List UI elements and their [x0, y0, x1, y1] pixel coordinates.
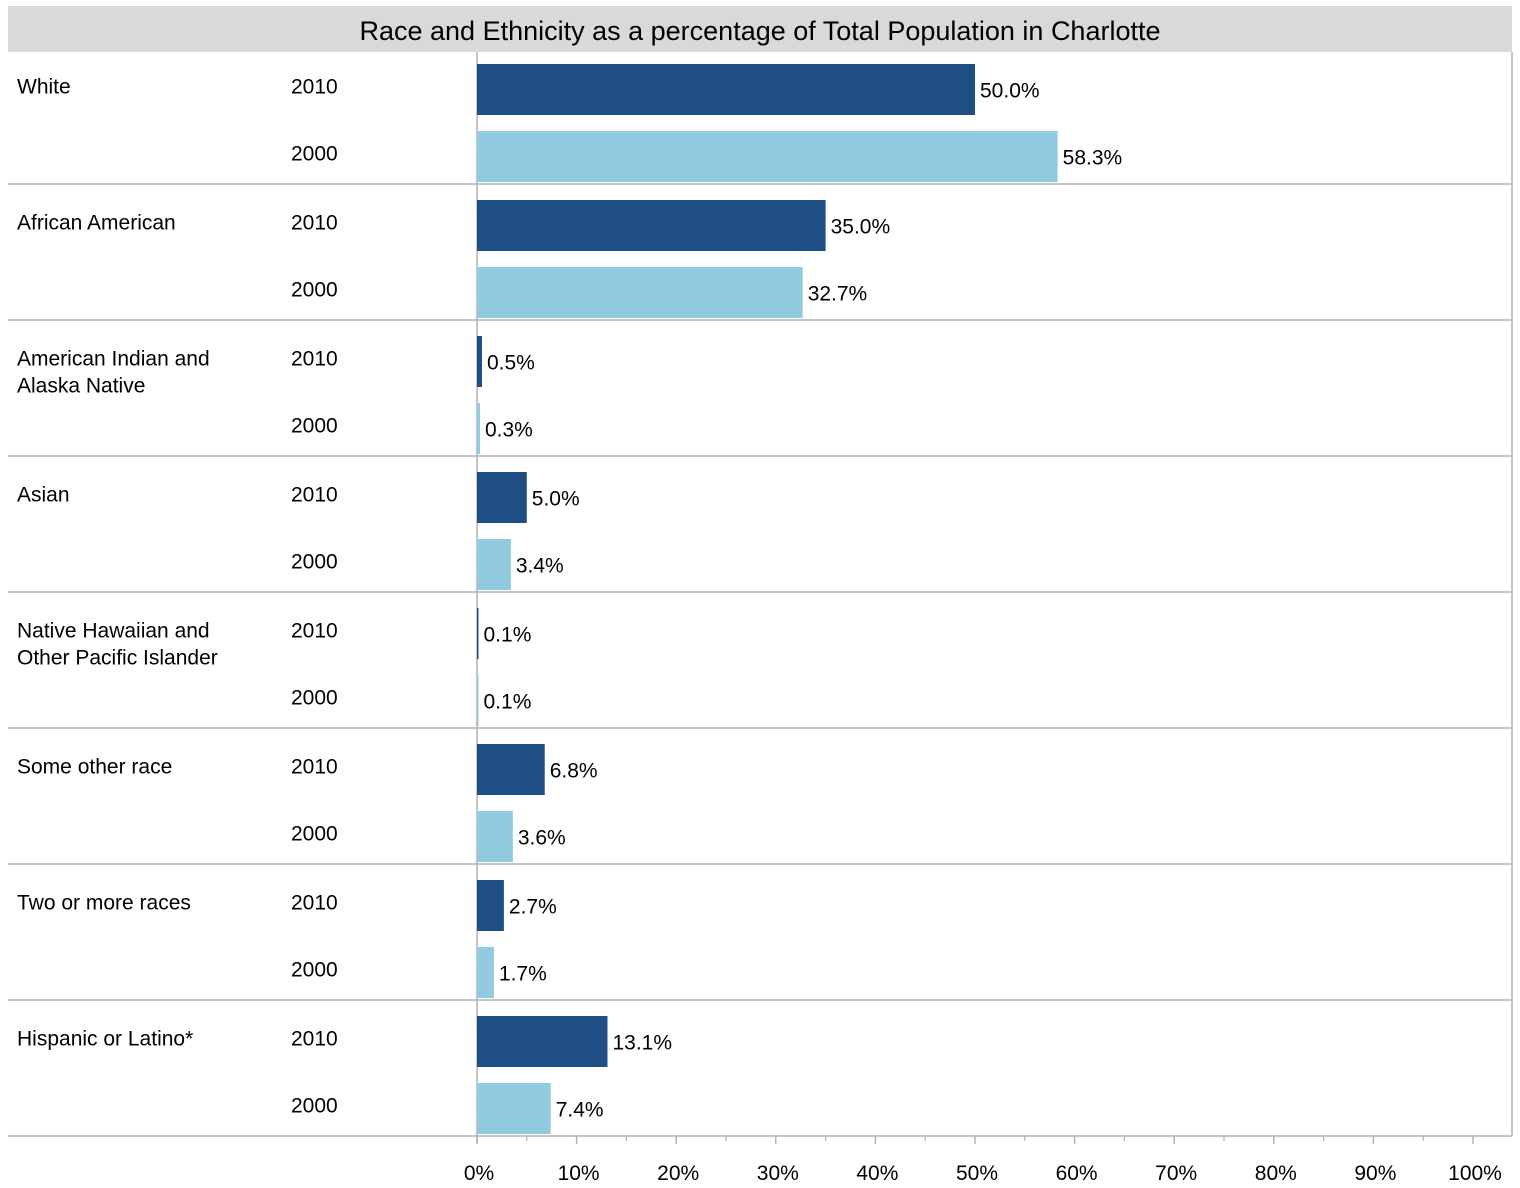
data-label: 1.7% — [499, 963, 547, 986]
data-label: 35.0% — [831, 216, 891, 239]
bar — [477, 947, 494, 998]
data-label: 5.0% — [532, 488, 580, 511]
bar — [477, 608, 479, 659]
bar — [477, 675, 479, 726]
year-label: 2010 — [291, 892, 338, 915]
bar — [477, 64, 975, 115]
data-label: 0.1% — [484, 624, 532, 647]
data-label: 58.3% — [1063, 147, 1123, 170]
x-tick-label: 90% — [1354, 1162, 1396, 1185]
x-tick-label: 20% — [657, 1162, 699, 1185]
year-label: 2010 — [291, 1028, 338, 1051]
year-label: 2010 — [291, 484, 338, 507]
bar — [477, 539, 511, 590]
year-label: 2010 — [291, 620, 338, 643]
year-label: 2000 — [291, 415, 338, 438]
data-label: 0.3% — [485, 419, 533, 442]
category-label: African American — [17, 212, 176, 235]
data-label: 3.6% — [518, 827, 566, 850]
category-label: Other Pacific Islander — [17, 647, 218, 670]
x-tick-label: 50% — [956, 1162, 998, 1185]
data-label: 0.1% — [484, 691, 532, 714]
chart-title: Race and Ethnicity as a percentage of To… — [8, 6, 1512, 52]
year-label: 2010 — [291, 756, 338, 779]
bar — [477, 1016, 608, 1067]
year-label: 2000 — [291, 1095, 338, 1118]
data-label: 3.4% — [516, 555, 564, 578]
bar — [477, 131, 1058, 182]
data-label: 13.1% — [612, 1032, 672, 1055]
category-label: American Indian and — [17, 348, 210, 371]
year-label: 2010 — [291, 348, 338, 371]
bar — [477, 403, 480, 454]
x-tick-label: 80% — [1255, 1162, 1297, 1185]
bar — [477, 744, 545, 795]
category-label: Some other race — [17, 756, 172, 779]
category-label: Alaska Native — [17, 375, 145, 398]
data-label: 2.7% — [509, 896, 557, 919]
year-label: 2010 — [291, 76, 338, 99]
category-label: Two or more races — [17, 892, 191, 915]
year-label: 2010 — [291, 212, 338, 235]
bar — [477, 336, 482, 387]
bar — [477, 472, 527, 523]
category-label: Asian — [17, 484, 70, 507]
data-label: 6.8% — [550, 760, 598, 783]
data-label: 0.5% — [487, 352, 535, 375]
data-label: 7.4% — [556, 1099, 604, 1122]
year-label: 2000 — [291, 143, 338, 166]
x-tick-label: 100% — [1448, 1162, 1502, 1185]
x-tick-label: 40% — [856, 1162, 898, 1185]
year-label: 2000 — [291, 959, 338, 982]
bar — [477, 200, 826, 251]
x-tick-label: 10% — [558, 1162, 600, 1185]
year-label: 2000 — [291, 823, 338, 846]
year-label: 2000 — [291, 687, 338, 710]
x-tick-label: 30% — [757, 1162, 799, 1185]
category-label: Hispanic or Latino* — [17, 1028, 193, 1051]
bar — [477, 880, 504, 931]
x-tick-label: 70% — [1155, 1162, 1197, 1185]
category-label: White — [17, 76, 71, 99]
bar — [477, 811, 513, 862]
x-tick-label: 0% — [464, 1162, 494, 1185]
bar — [477, 267, 803, 318]
data-label: 50.0% — [980, 80, 1040, 103]
year-label: 2000 — [291, 551, 338, 574]
data-label: 32.7% — [808, 283, 868, 306]
x-tick-label: 60% — [1056, 1162, 1098, 1185]
bar — [477, 1083, 551, 1134]
category-label: Native Hawaiian and — [17, 620, 210, 643]
year-label: 2000 — [291, 279, 338, 302]
